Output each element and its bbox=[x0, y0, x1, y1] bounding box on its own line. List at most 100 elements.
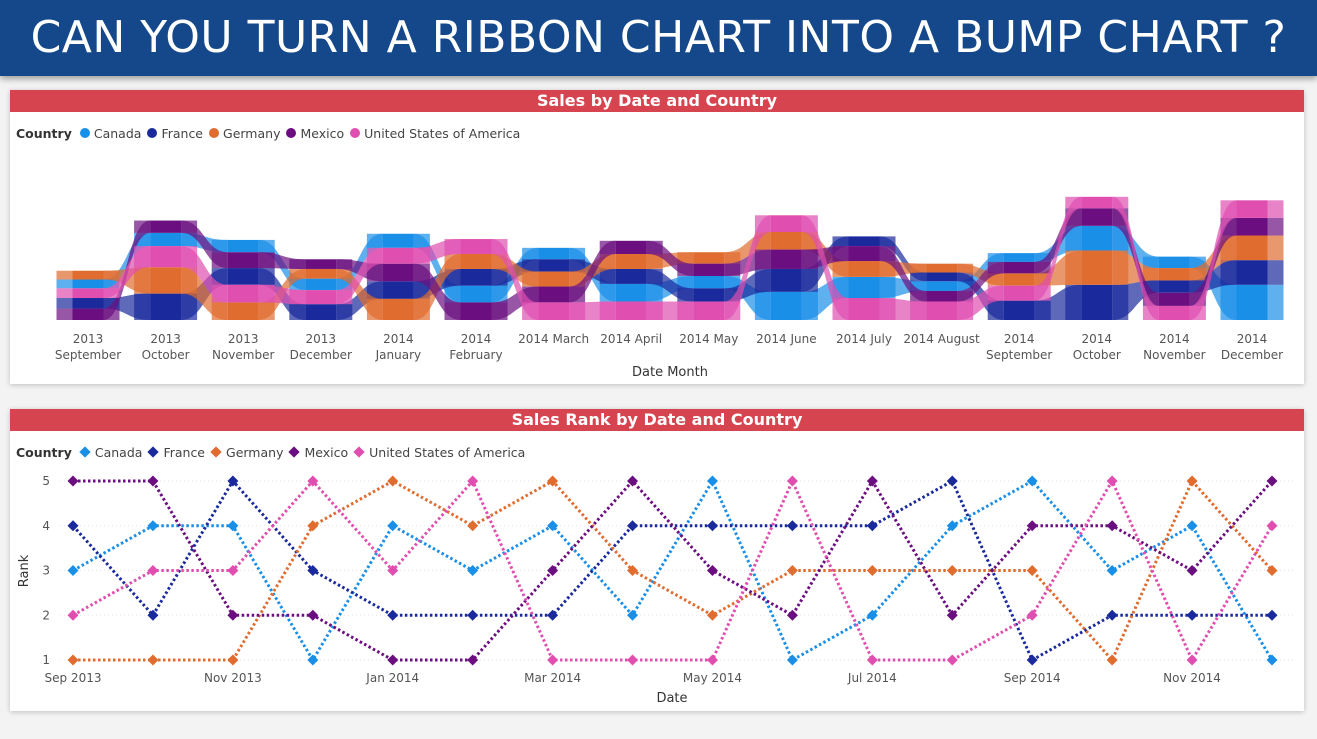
bump-point-mexico bbox=[1186, 565, 1198, 576]
bump-point-canada bbox=[866, 609, 878, 621]
bump-point-canada bbox=[147, 520, 159, 532]
bump-point-united-states-of-america bbox=[547, 654, 559, 666]
ribbon-x-tick-label: November bbox=[1143, 348, 1205, 362]
ribbon-segment-edge bbox=[103, 270, 120, 280]
ribbon-segment-edge bbox=[1034, 261, 1051, 274]
ribbon-segment-mexico bbox=[305, 259, 337, 269]
ribbon-segment-edge bbox=[258, 239, 275, 253]
ribbon-segment-canada bbox=[460, 285, 492, 303]
ribbon-segment-mexico bbox=[926, 290, 958, 302]
legend-item-france[interactable]: France bbox=[147, 445, 205, 460]
bump-x-tick-label: Sep 2014 bbox=[1004, 671, 1061, 685]
ribbon-segment-edge bbox=[181, 220, 198, 233]
ribbon-segment-france bbox=[305, 304, 337, 320]
ribbon-segment-edge bbox=[987, 261, 1004, 274]
ribbon-segment-edge bbox=[1189, 256, 1206, 269]
ribbon-segment-mexico bbox=[150, 220, 182, 233]
ribbon-segment-edge bbox=[336, 278, 353, 291]
bump-point-mexico bbox=[627, 475, 639, 487]
ribbon-segment-france bbox=[227, 268, 259, 285]
legend-item-mexico[interactable]: Mexico bbox=[288, 445, 348, 460]
ribbon-segment-edge bbox=[181, 293, 198, 320]
ribbon-segment-mexico bbox=[1081, 208, 1113, 226]
ribbon-x-axis-title: Date Month bbox=[632, 365, 708, 380]
ribbon-segment-edge bbox=[754, 215, 771, 232]
legend-label: Germany bbox=[223, 125, 281, 141]
bump-point-mexico bbox=[946, 609, 958, 621]
ribbon-x-tick-label: 2013 bbox=[306, 332, 337, 346]
legend-item-canada[interactable]: Canada bbox=[79, 126, 141, 141]
bump-point-mexico bbox=[387, 654, 399, 666]
ribbon-chart-title: Sales by Date and Country bbox=[10, 90, 1304, 112]
ribbon-united-states-of-america bbox=[1112, 196, 1159, 320]
bump-point-germany bbox=[1026, 565, 1038, 576]
ribbon-connectors bbox=[56, 196, 1284, 320]
ribbon-segment-edge bbox=[646, 283, 663, 302]
ribbon-segment-edge bbox=[56, 298, 73, 309]
ribbon-segment-edge bbox=[1267, 217, 1284, 236]
bump-chart: 1 2 3 4 5 Rank Sep 2013 Nov 2013 Jan 2014 Mar 201… bbox=[17, 474, 1295, 706]
ribbon-segment-united-states-of-america bbox=[72, 288, 104, 298]
bump-point-germany bbox=[946, 565, 958, 576]
bump-point-canada bbox=[1026, 475, 1038, 487]
bump-point-mexico bbox=[467, 654, 479, 666]
bump-point-france bbox=[1026, 654, 1038, 666]
bump-point-united-states-of-america bbox=[1266, 520, 1278, 532]
ribbon-x-tick-label: September bbox=[986, 348, 1052, 362]
ribbon-segment-france bbox=[150, 293, 182, 320]
legend-item-france[interactable]: France bbox=[147, 126, 203, 141]
ribbon-x-tick-label: 2014 June bbox=[756, 332, 817, 346]
ribbon-segment-edge bbox=[569, 302, 586, 320]
legend-item-united-states-of-america[interactable]: United States of America bbox=[350, 126, 520, 141]
bump-x-tick-label: Jul 2014 bbox=[847, 671, 897, 685]
ribbon-segment-france bbox=[693, 288, 725, 302]
ribbon-segment-mexico bbox=[382, 263, 414, 282]
bump-point-germany bbox=[67, 654, 79, 666]
ribbon-segment-edge bbox=[677, 252, 694, 264]
ribbon-segment-edge bbox=[289, 268, 306, 279]
ribbon-segment-germany bbox=[150, 267, 182, 294]
bump-point-germany bbox=[307, 520, 319, 532]
bump-point-united-states-of-america bbox=[786, 475, 798, 487]
ribbon-segment-edge bbox=[522, 247, 539, 260]
bump-line-germany bbox=[73, 478, 1274, 663]
bump-point-france bbox=[786, 520, 798, 532]
ribbon-segment-mexico bbox=[460, 302, 492, 320]
bump-point-canada bbox=[307, 654, 319, 666]
ribbon-segment-united-states-of-america bbox=[460, 239, 492, 254]
ribbon-x-tick-label: 2014 bbox=[1237, 332, 1268, 346]
ribbon-segment-edge bbox=[724, 263, 741, 276]
ribbon-segment-edge bbox=[910, 290, 927, 302]
legend-label: United States of America bbox=[369, 444, 526, 460]
legend-item-mexico[interactable]: Mexico bbox=[286, 126, 344, 141]
ribbon-x-tick-label: October bbox=[1073, 348, 1121, 362]
legend-item-germany[interactable]: Germany bbox=[210, 445, 283, 460]
ribbon-segment-edge bbox=[646, 268, 663, 284]
bump-point-germany bbox=[1266, 565, 1278, 576]
legend-item-united-states-of-america[interactable]: United States of America bbox=[353, 444, 526, 460]
ribbon-segment-edge bbox=[1112, 250, 1129, 285]
bump-series-mexico bbox=[67, 475, 1278, 666]
ribbon-segment-edge bbox=[879, 298, 896, 320]
bump-point-canada bbox=[946, 520, 958, 532]
bump-point-united-states-of-america bbox=[866, 654, 878, 666]
legend-item-canada[interactable]: Canada bbox=[79, 445, 142, 460]
ribbon-segment-edge bbox=[56, 270, 73, 280]
ribbon-segment-edge bbox=[444, 239, 461, 254]
bump-y-tick-label: 4 bbox=[42, 519, 50, 533]
bump-point-united-states-of-america bbox=[1026, 609, 1038, 621]
bump-point-germany bbox=[547, 475, 559, 487]
ribbon-segment-edge bbox=[910, 281, 927, 291]
ribbon-x-tick-label: February bbox=[449, 348, 502, 362]
ribbon-segment-united-states-of-america bbox=[382, 247, 414, 264]
ribbon-segment-edge bbox=[56, 308, 73, 320]
bump-y-tick-label: 3 bbox=[42, 564, 50, 578]
ribbon-segment-edge bbox=[1220, 200, 1237, 218]
ribbon-x-tick-label: January bbox=[375, 348, 422, 362]
ribbon-chart-panel: Sales by Date and Country Country Canada… bbox=[10, 90, 1304, 384]
ribbon-segment-edge bbox=[134, 293, 151, 320]
bump-point-united-states-of-america bbox=[67, 609, 79, 621]
ribbon-segment-edge bbox=[677, 288, 694, 302]
ribbon-segment-germany bbox=[227, 302, 259, 320]
legend-item-germany[interactable]: Germany bbox=[209, 126, 280, 141]
